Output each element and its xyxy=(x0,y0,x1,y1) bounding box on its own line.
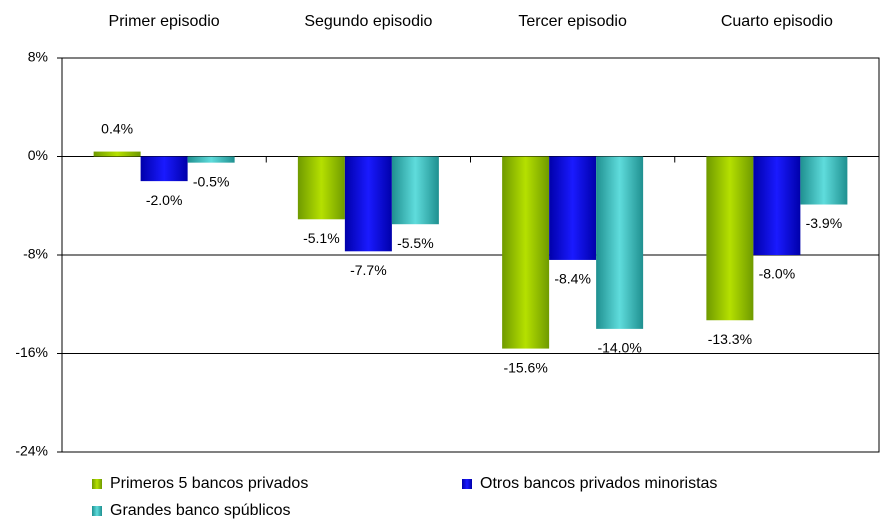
data-label: -3.9% xyxy=(806,215,843,231)
bar xyxy=(706,156,754,321)
legend-label: Otros bancos privados minoristas xyxy=(480,475,717,492)
legend-swatch xyxy=(92,506,102,516)
bar xyxy=(753,156,801,255)
y-tick-label: -8% xyxy=(23,246,48,262)
data-label: -14.0% xyxy=(597,340,641,356)
data-label: -7.7% xyxy=(350,262,387,278)
data-label: -5.1% xyxy=(303,230,340,246)
data-label: -0.5% xyxy=(193,173,230,189)
bar xyxy=(391,156,439,225)
bar xyxy=(93,151,141,157)
data-label: -8.4% xyxy=(554,271,591,287)
y-tick-label: 0% xyxy=(28,147,48,163)
bar xyxy=(549,156,597,260)
category-label: Tercer episodio xyxy=(518,13,627,30)
category-label: Primer episodio xyxy=(109,13,220,30)
category-label: Segundo episodio xyxy=(304,13,432,30)
legend-label: Grandes banco spúblicos xyxy=(110,502,291,519)
bar xyxy=(187,156,235,163)
legend-swatch xyxy=(92,479,102,489)
y-tick-label: 8% xyxy=(28,49,48,65)
data-label: -5.5% xyxy=(397,235,434,251)
data-label: -15.6% xyxy=(503,359,547,375)
data-label: 0.4% xyxy=(101,120,133,136)
bar xyxy=(800,156,848,205)
bar xyxy=(297,156,345,220)
bar xyxy=(596,156,644,329)
bar xyxy=(502,156,550,349)
data-label: -13.3% xyxy=(708,331,752,347)
y-tick-label: -24% xyxy=(15,443,48,459)
y-tick-label: -16% xyxy=(15,344,48,360)
data-label: -2.0% xyxy=(146,192,183,208)
bar xyxy=(140,156,188,182)
legend-swatch xyxy=(462,479,472,489)
category-label: Cuarto episodio xyxy=(721,13,833,30)
legend-label: Primeros 5 bancos privados xyxy=(110,475,308,492)
bar xyxy=(344,156,392,252)
data-label: -8.0% xyxy=(759,266,796,282)
